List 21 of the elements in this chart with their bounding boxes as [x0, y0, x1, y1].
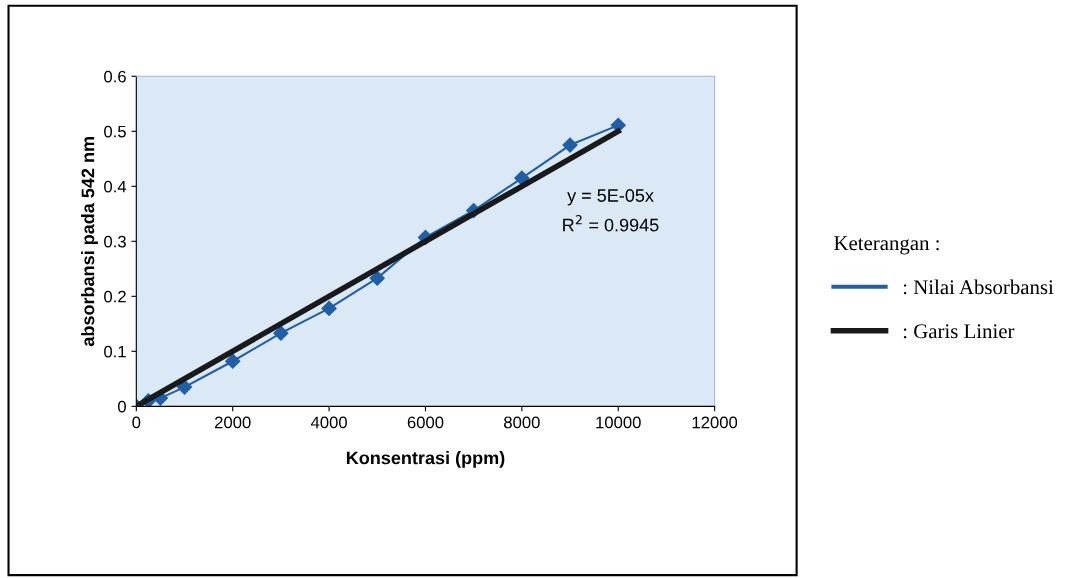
y-tick-label: 0.2 [104, 290, 126, 303]
legend-label: : Nilai Absorbansi [903, 279, 1054, 295]
x-tick-label: 4000 [310, 416, 347, 429]
y-tick-label: 0.4 [104, 180, 127, 193]
x-tick-label: 8000 [504, 416, 540, 429]
y-tick-label: 0.3 [104, 235, 126, 248]
y-tick-label: 0.5 [104, 125, 126, 138]
y-tick-label: 0.1 [104, 345, 126, 358]
annotation: R$^{2}$ = 0.9945 [563, 214, 659, 232]
y-tick-label: 0 [117, 400, 126, 413]
x-tick-label: 2000 [215, 416, 251, 429]
legend-title: Keterangan : [834, 236, 939, 255]
x-tick-label: 12000 [692, 416, 738, 429]
x-tick-label: 0 [132, 416, 141, 429]
legend-label: : Garis Linier [903, 324, 1015, 339]
y-tick-label: 0.6 [104, 70, 126, 83]
x-tick-label: 6000 [407, 416, 444, 429]
x-tick-label: 10000 [596, 416, 641, 429]
y-axis-title: absorbansi pada 542 nm [81, 137, 98, 347]
annotation: y = 5E-05x [567, 189, 654, 206]
x-axis-title: Konsentrasi (ppm) [346, 451, 505, 468]
